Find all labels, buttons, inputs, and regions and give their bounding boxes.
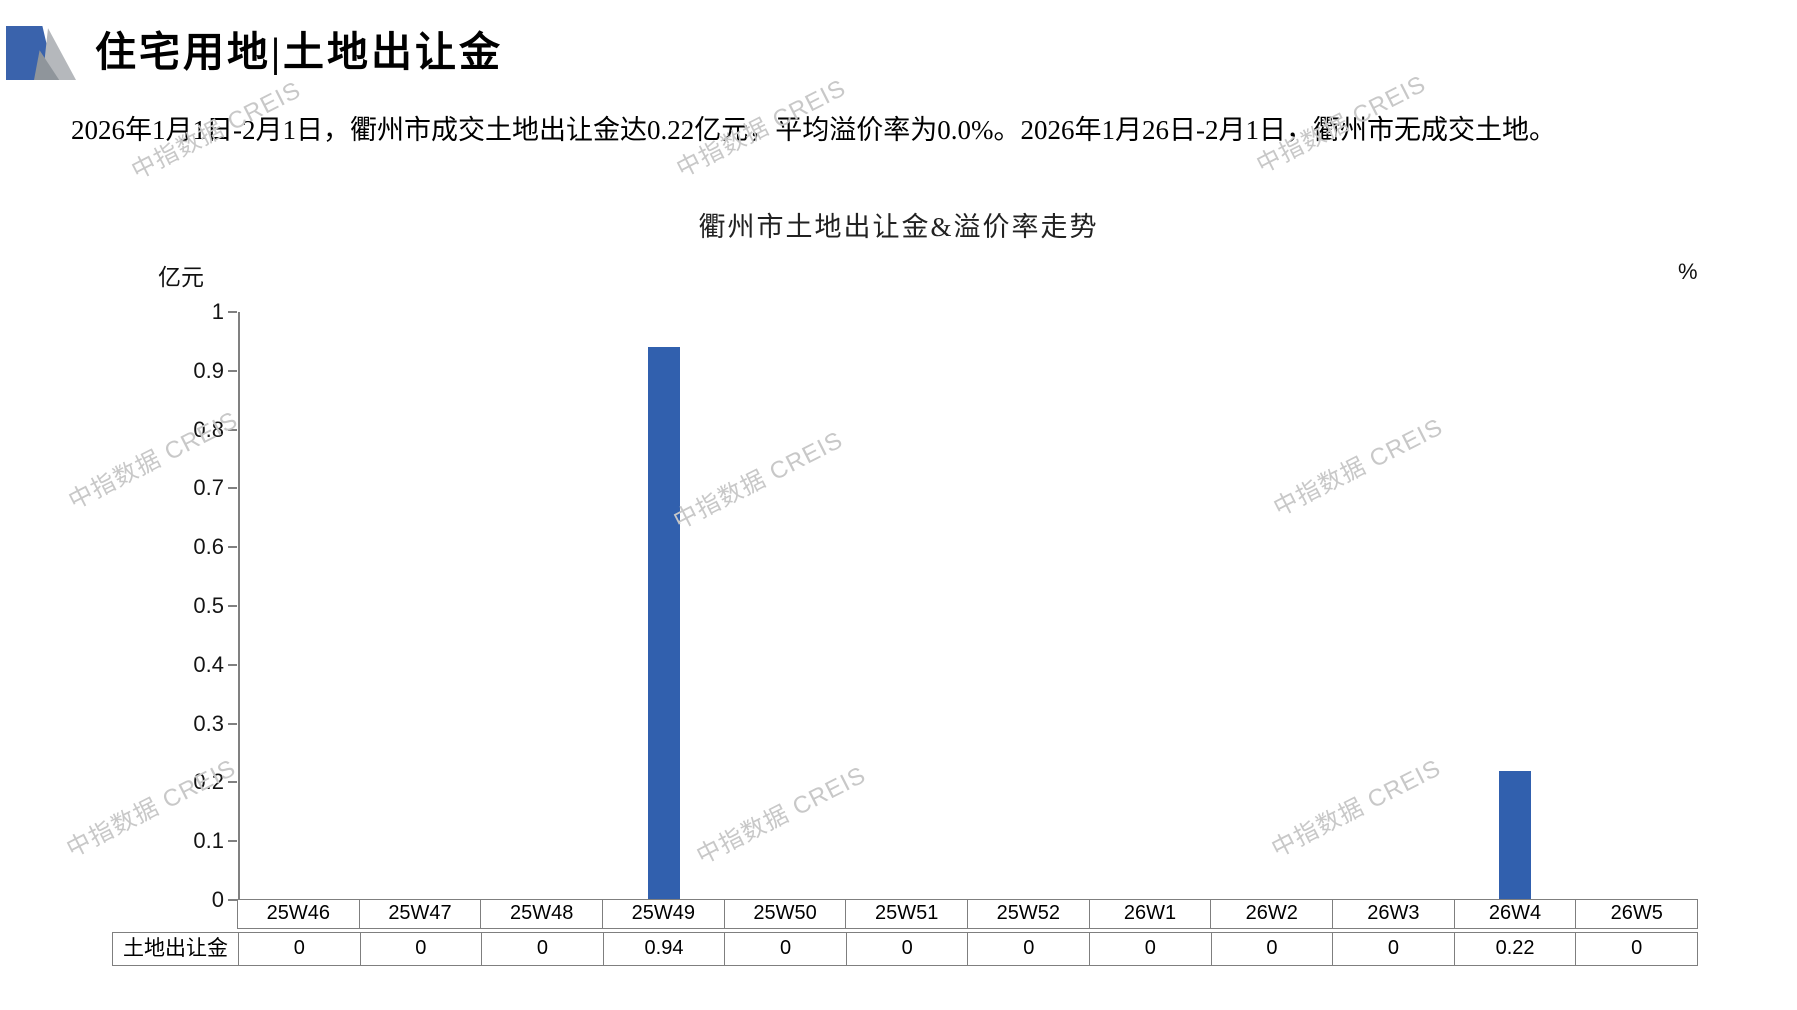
value-cell-26W3: 0 bbox=[1332, 933, 1454, 965]
value-cell-26W1: 0 bbox=[1089, 933, 1211, 965]
value-cell-25W48: 0 bbox=[481, 933, 603, 965]
y-tick-mark bbox=[228, 311, 237, 313]
category-cell-25W46: 25W46 bbox=[266, 902, 331, 924]
value-cell-26W5: 0 bbox=[1575, 933, 1697, 965]
right-axis-unit-label: % bbox=[1678, 259, 1698, 284]
plot-area bbox=[238, 312, 1697, 900]
y-tick-label: 0.8 bbox=[193, 416, 224, 442]
value-cell-26W4: 0.22 bbox=[1453, 933, 1576, 965]
category-cell-26W5: 26W5 bbox=[1575, 900, 1697, 928]
creis-logo bbox=[6, 26, 76, 80]
bar-26W4 bbox=[1498, 771, 1531, 900]
category-cell-25W48: 25W48 bbox=[480, 900, 602, 928]
y-tick-mark bbox=[228, 428, 237, 431]
category-cell-25W49: 25W49 bbox=[602, 900, 724, 928]
chart-title: 衢州市土地出让金&溢价率走势 bbox=[698, 212, 1099, 242]
y-tick-mark bbox=[228, 605, 237, 607]
category-cell-26W3: 26W3 bbox=[1332, 900, 1454, 928]
left-axis-unit-label: 亿元 bbox=[158, 265, 204, 290]
value-cell-25W46: 0 bbox=[293, 937, 305, 959]
category-cell-26W2: 26W2 bbox=[1210, 900, 1332, 928]
y-tick-label: 0.2 bbox=[193, 769, 224, 795]
category-cell-25W50: 25W50 bbox=[723, 900, 846, 928]
y-tick-label: 0.9 bbox=[193, 357, 224, 383]
value-cell-26W2: 0 bbox=[1210, 933, 1333, 965]
y-tick-label: 0.6 bbox=[193, 534, 224, 560]
y-tick-mark bbox=[228, 899, 237, 901]
summary-text: 2026年1月1日-2月1日，衢州市成交土地出让金达0.22亿元，平均溢价率为0… bbox=[71, 115, 1556, 145]
table-value-row: 土地出让金 0 0 0 0.94 0 0 0 0 0 0 0.22 0 bbox=[112, 932, 1698, 966]
value-cell-25W52: 0 bbox=[967, 933, 1089, 965]
y-tick-mark bbox=[228, 546, 237, 549]
y-tick-label: 0.1 bbox=[193, 828, 224, 854]
value-cell-25W49: 0.94 bbox=[602, 933, 725, 965]
table-row-label: 土地出让金 bbox=[113, 933, 239, 965]
y-tick-mark bbox=[228, 369, 237, 372]
page-title: 住宅用地|土地出让金 bbox=[95, 29, 504, 75]
y-tick-label: 0.4 bbox=[193, 651, 224, 677]
table-value-cells: 0 0 0 0.94 0 0 0 0 0 0 0.22 0 bbox=[239, 933, 1697, 965]
category-cell-25W51: 25W51 bbox=[845, 900, 967, 928]
bar-25W49 bbox=[647, 347, 680, 900]
value-cell-25W47: 0 bbox=[359, 933, 482, 965]
y-tick-label: 0.3 bbox=[193, 710, 224, 736]
y-tick-label: 0 bbox=[211, 887, 224, 912]
x-category-row: 25W46 25W47 25W48 25W49 25W50 25W51 25W52 26W1 2… bbox=[237, 899, 1698, 929]
value-cell-25W51: 0 bbox=[845, 933, 968, 965]
y-tick-mark bbox=[228, 840, 237, 843]
y-tick-mark bbox=[228, 722, 237, 725]
y-tick-label: 0.5 bbox=[193, 593, 224, 618]
category-cell-26W4: 26W4 bbox=[1453, 900, 1576, 928]
y-tick-mark bbox=[228, 781, 237, 784]
y-tick-label: 1 bbox=[211, 299, 224, 324]
category-cell-25W47: 25W47 bbox=[358, 900, 481, 928]
category-cell-26W1: 26W1 bbox=[1088, 900, 1211, 928]
y-tick-mark bbox=[228, 487, 237, 490]
y-tick-mark bbox=[228, 663, 237, 666]
category-cell-25W52: 25W52 bbox=[967, 900, 1089, 928]
value-cell-25W50: 0 bbox=[724, 933, 846, 965]
y-tick-label: 0.7 bbox=[193, 475, 224, 501]
